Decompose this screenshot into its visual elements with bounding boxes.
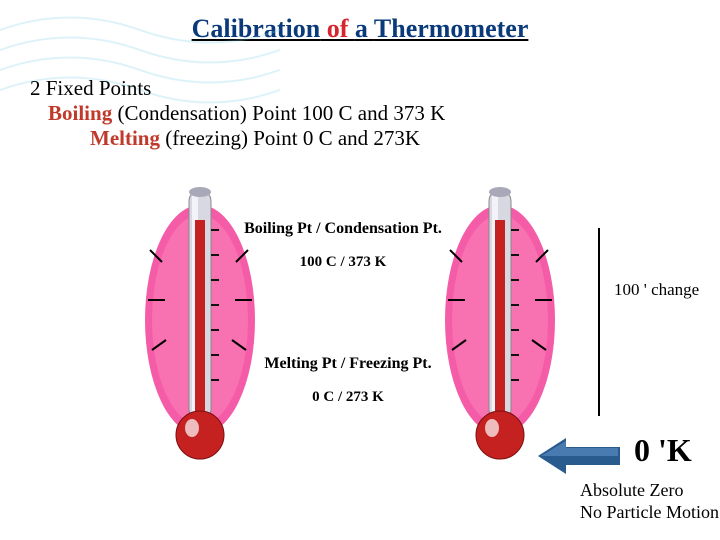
fixed-points-line: 2 Fixed Points (30, 76, 710, 101)
arrow-icon (538, 436, 620, 476)
melting-line: Melting (freezing) Point 0 C and 273K (90, 126, 710, 151)
upper-label-block: Boiling Pt / Condensation Pt. 100 C / 37… (228, 220, 458, 271)
boiling-line: Boiling (Condensation) Point 100 C and 3… (48, 101, 710, 126)
boiling-point-value: 100 C / 373 K (228, 254, 458, 271)
melting-point-value: 0 C / 273 K (248, 389, 448, 406)
absolute-zero-line2: No Particle Motion (580, 502, 719, 524)
diagram-area: Boiling Pt / Condensation Pt. 100 C / 37… (0, 180, 720, 540)
melting-label: Melting (90, 126, 160, 150)
title-part3: a (355, 14, 374, 43)
absolute-zero-line1: Absolute Zero (580, 480, 719, 502)
boiling-point-label: Boiling Pt / Condensation Pt. (228, 220, 458, 238)
melting-point-label: Melting Pt / Freezing Pt. (248, 355, 448, 373)
change-label: 100 ' change (614, 280, 699, 300)
absolute-zero-text: Absolute Zero No Particle Motion (580, 480, 719, 523)
zero-kelvin-label: 0 'K (634, 432, 692, 469)
boiling-label: Boiling (48, 101, 112, 125)
title-part4: Thermometer (374, 14, 528, 43)
text-block: 2 Fixed Points Boiling (Condensation) Po… (30, 76, 710, 151)
lower-label-block: Melting Pt / Freezing Pt. 0 C / 273 K (248, 355, 448, 406)
melting-rest: (freezing) Point 0 C and 273K (160, 126, 420, 150)
boiling-rest: (Condensation) Point 100 C and 373 K (112, 101, 445, 125)
title-part1: Calibration (192, 14, 321, 43)
range-vline (598, 228, 600, 416)
page-title: Calibration of a Thermometer (0, 0, 720, 44)
title-part2: of (320, 14, 355, 43)
